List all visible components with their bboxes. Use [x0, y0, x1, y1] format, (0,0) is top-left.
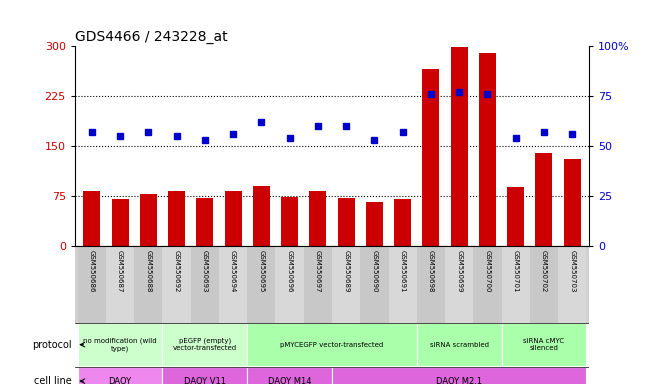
Bar — [536, 152, 553, 246]
Bar — [332, 246, 360, 323]
Bar — [309, 191, 326, 246]
Bar — [332, 367, 587, 384]
Bar — [394, 199, 411, 246]
Bar — [106, 246, 134, 323]
Text: GSM550693: GSM550693 — [202, 250, 208, 292]
Bar — [247, 367, 332, 384]
Bar — [389, 246, 417, 323]
Bar — [558, 246, 587, 323]
Bar — [77, 367, 163, 384]
Bar — [417, 246, 445, 323]
Bar — [225, 191, 242, 246]
Text: GSM550690: GSM550690 — [372, 250, 378, 292]
Text: GSM550687: GSM550687 — [117, 250, 123, 292]
Text: GSM550703: GSM550703 — [569, 250, 575, 292]
Bar — [366, 202, 383, 246]
Text: GDS4466 / 243228_at: GDS4466 / 243228_at — [75, 30, 227, 44]
Bar — [417, 323, 501, 366]
Bar — [77, 246, 106, 323]
Bar — [473, 246, 501, 323]
Bar — [163, 246, 191, 323]
Bar — [163, 323, 247, 366]
Text: GSM550699: GSM550699 — [456, 250, 462, 292]
Text: GSM550694: GSM550694 — [230, 250, 236, 292]
Text: GSM550686: GSM550686 — [89, 250, 95, 292]
Bar — [247, 323, 417, 366]
Bar — [445, 246, 473, 323]
Text: DAOY M14: DAOY M14 — [268, 377, 311, 384]
Text: GSM550700: GSM550700 — [484, 250, 490, 292]
Bar — [111, 199, 128, 246]
Bar — [163, 367, 247, 384]
Text: GSM550692: GSM550692 — [174, 250, 180, 292]
Text: DAOY: DAOY — [109, 377, 132, 384]
Bar — [191, 246, 219, 323]
Text: GSM550689: GSM550689 — [343, 250, 349, 292]
Bar — [564, 159, 581, 246]
Text: siRNA scrambled: siRNA scrambled — [430, 342, 489, 348]
Bar — [275, 246, 304, 323]
Bar — [168, 191, 185, 246]
Text: DAOY M2.1: DAOY M2.1 — [436, 377, 482, 384]
Bar — [77, 323, 163, 366]
Text: no modification (wild
type): no modification (wild type) — [83, 338, 157, 352]
Bar — [134, 246, 163, 323]
Bar — [479, 53, 496, 246]
Text: GSM550691: GSM550691 — [400, 250, 406, 292]
Bar — [360, 246, 389, 323]
Text: cell line: cell line — [34, 376, 72, 384]
Bar — [422, 70, 439, 246]
Bar — [247, 246, 275, 323]
Bar — [501, 246, 530, 323]
Text: GSM550696: GSM550696 — [286, 250, 292, 292]
Text: GSM550688: GSM550688 — [145, 250, 151, 292]
Bar — [140, 194, 157, 246]
Text: pMYCEGFP vector-transfected: pMYCEGFP vector-transfected — [281, 342, 383, 348]
Bar — [197, 198, 214, 246]
Bar — [281, 197, 298, 246]
Text: DAOY V11: DAOY V11 — [184, 377, 226, 384]
Bar — [530, 246, 558, 323]
Bar — [338, 198, 355, 246]
Text: GSM550698: GSM550698 — [428, 250, 434, 292]
Text: GSM550701: GSM550701 — [513, 250, 519, 292]
Text: GSM550702: GSM550702 — [541, 250, 547, 292]
Bar — [501, 323, 587, 366]
Text: pEGFP (empty)
vector-transfected: pEGFP (empty) vector-transfected — [173, 338, 237, 351]
Text: siRNA cMYC
silenced: siRNA cMYC silenced — [523, 338, 564, 351]
Bar — [450, 47, 467, 246]
Bar — [83, 191, 100, 246]
Text: GSM550695: GSM550695 — [258, 250, 264, 292]
Bar — [253, 186, 270, 246]
Bar — [219, 246, 247, 323]
Text: protocol: protocol — [32, 339, 72, 350]
Bar — [304, 246, 332, 323]
Bar — [507, 187, 524, 246]
Text: GSM550697: GSM550697 — [315, 250, 321, 292]
